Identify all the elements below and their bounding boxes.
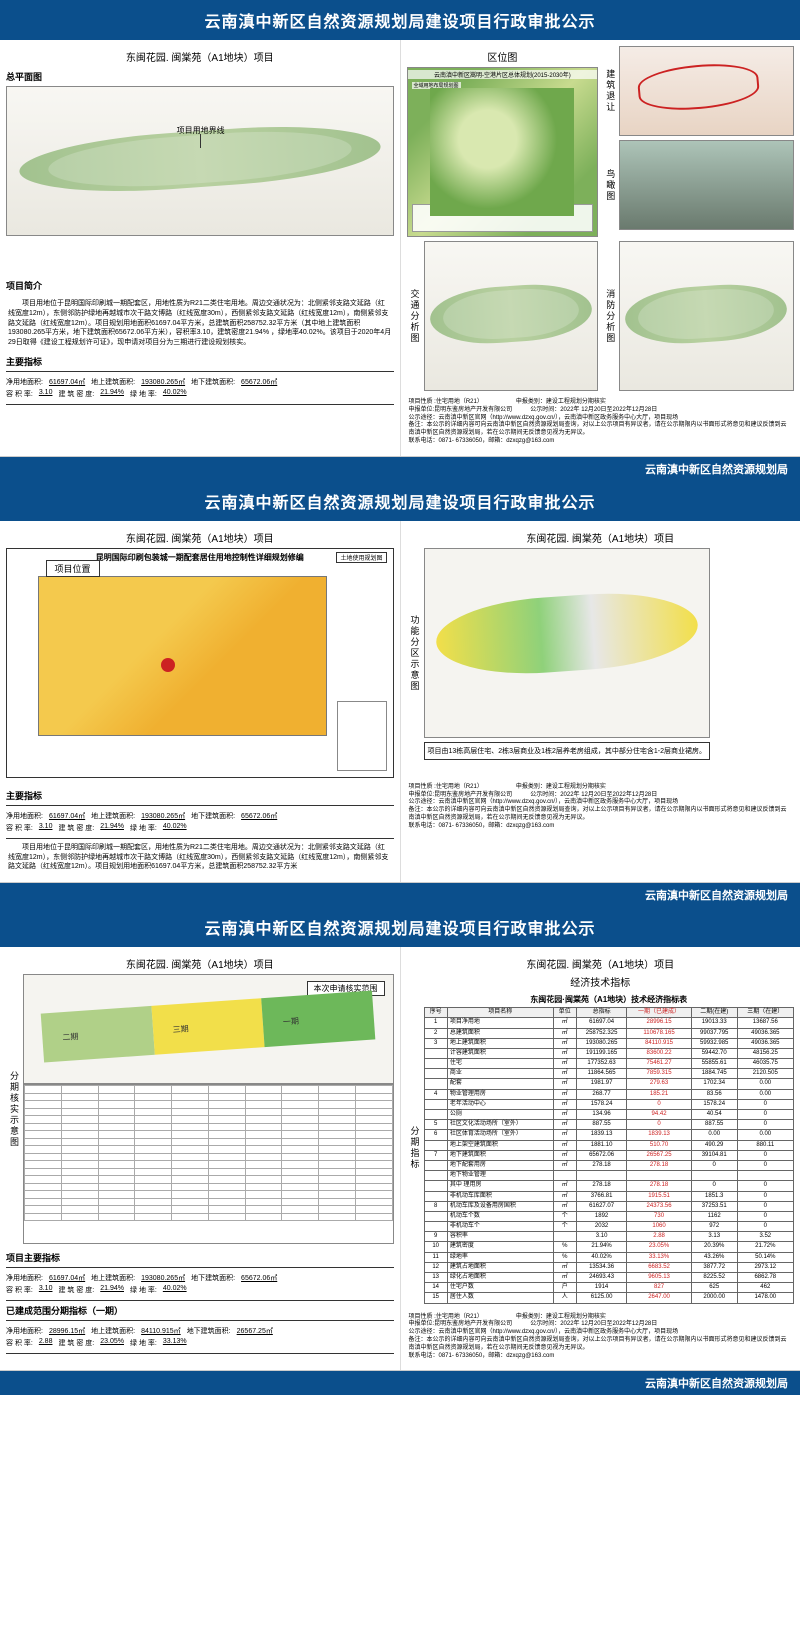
master-plan-label: 总平面图: [6, 67, 394, 86]
phase-1-zone: 一期: [262, 991, 376, 1047]
main-metrics-3: 净用地面积:61697.04㎡ 地上建筑面积:193080.265㎡ 地下建筑面…: [6, 1267, 394, 1301]
detailed-plan-map: 昆明国际印刷包装城一期配套居住用地控制性详细规划修编 土地使用规划图 项目位置: [6, 548, 394, 778]
page-1: 东闽花园. 闽棠苑（A1地块）项目 总平面图 项目用地界线 项目简介 项目用地位…: [0, 40, 800, 457]
metrics-block-2: 净用地面积:61697.04㎡ 地上建筑面积:193080.265㎡ 地下建筑面…: [6, 805, 394, 839]
main-metrics-title-3: 项目主要指标: [6, 1248, 394, 1267]
master-plan-map: 项目用地界线: [6, 86, 394, 236]
phase-label: 分期核实示意图: [6, 974, 23, 1244]
func-label: 功能分区示意图: [407, 548, 424, 760]
footer-3: 云南滇中新区自然资源规划局: [0, 1371, 800, 1395]
desc-2: 项目用地位于昆明国际印刷城一期配套区，用地性质为R21二类住宅用地。周边交通状况…: [6, 839, 394, 876]
setback-map: [619, 46, 794, 136]
phase-3-zone: 三期: [151, 998, 265, 1054]
footer-info-2: 项目性质 :住宅用地（R21） 申报类别：建设工程规划分期核实 申报单位:昆明东…: [407, 780, 795, 835]
metrics-title-2: 主要指标: [6, 786, 394, 805]
aerial-label: 鸟瞰图: [602, 140, 619, 230]
metrics-block-1: 净用地面积:61697.04㎡ 地上建筑面积:193080.265㎡ 地下建筑面…: [6, 371, 394, 405]
location-title: 区位图: [407, 46, 599, 67]
aerial-map: [619, 140, 794, 230]
project-title-1l: 东闽花园. 闽棠苑（A1地块）项目: [6, 46, 394, 67]
footer-info-3: 项目性质 :住宅用地（R21） 申报类别：建设工程规划分期核实 申报单位:昆明东…: [407, 1310, 795, 1365]
header-band-2: 云南滇中新区自然资源规划局建设项目行政审批公示: [0, 481, 800, 521]
built-metrics-title: 已建成范围分期指标（一期）: [6, 1301, 394, 1320]
footer-1: 云南滇中新区自然资源规划局: [0, 457, 800, 481]
header-band-3: 云南滇中新区自然资源规划局建设项目行政审批公示: [0, 907, 800, 947]
intro-body: 项目用地位于昆明国际印刷城一期配套区，用地性质为R21二类住宅用地。周边交通状况…: [6, 295, 394, 352]
econ-table-title: 东闽花园·闽棠苑（A1地块）技术经济指标表: [424, 992, 795, 1007]
traffic-label: 交通分析图: [407, 241, 424, 391]
func-note: 项目由13栋高层住宅、2栋3层商业及1栋2层养老房组成，其中部分住宅含1-2层商…: [424, 742, 710, 760]
phase-metrics-vlabel: 分期指标: [407, 992, 424, 1303]
fire-label: 消防分析图: [602, 241, 619, 391]
metrics-title-1: 主要指标: [6, 352, 394, 371]
traffic-map: [424, 241, 599, 391]
page-2: 东闽花园. 闽棠苑（A1地块）项目 昆明国际印刷包装城一期配套居住用地控制性详细…: [0, 521, 800, 883]
project-title-3r: 东闽花园. 闽棠苑（A1地块）项目: [407, 953, 795, 974]
func-map: [424, 548, 710, 738]
project-title-3l: 东闽花园. 闽棠苑（A1地块）项目: [6, 953, 394, 974]
phase-data-table: [23, 1084, 394, 1244]
econ-subtitle: 经济技术指标: [407, 974, 795, 992]
econ-table: 序号项目名称单位总指标一期（已建成）二期(在建)三期（在建） 1项目净用地㎡61…: [424, 1007, 795, 1303]
header-band-1: 云南滇中新区自然资源规划局建设项目行政审批公示: [0, 0, 800, 40]
footer-2: 云南滇中新区自然资源规划局: [0, 883, 800, 907]
page-3: 东闽花园. 闽棠苑（A1地块）项目 分期核实示意图 本次申请核实范围 二期 三期…: [0, 947, 800, 1371]
intro-title: 项目简介: [6, 276, 394, 295]
location-legend: [412, 204, 594, 232]
project-title-2l: 东闽花园. 闽棠苑（A1地块）项目: [6, 527, 394, 548]
built-metrics: 净用地面积:28996.15㎡ 地上建筑面积:84110.915㎡ 地下建筑面积…: [6, 1320, 394, 1354]
phase-2-zone: 二期: [41, 1006, 155, 1062]
footer-info-1: 项目性质 :住宅用地（R21） 申报类别：建设工程规划分期核实 申报单位:昆明东…: [407, 395, 795, 450]
plan-legend: [337, 701, 387, 771]
location-callout: 项目位置: [46, 560, 100, 577]
phase-map: 本次申请核实范围 二期 三期 一期: [23, 974, 394, 1084]
fire-map: [619, 241, 794, 391]
project-title-2r: 东闽花园. 闽棠苑（A1地块）项目: [407, 527, 795, 548]
location-map: 云南滇中新区嵩明-空港片区总体规划(2015-2030年) 全域用地布局规划图: [407, 67, 599, 237]
setback-label: 建筑退让: [602, 46, 619, 136]
